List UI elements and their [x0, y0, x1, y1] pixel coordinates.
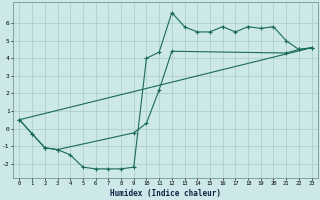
X-axis label: Humidex (Indice chaleur): Humidex (Indice chaleur): [110, 189, 221, 198]
